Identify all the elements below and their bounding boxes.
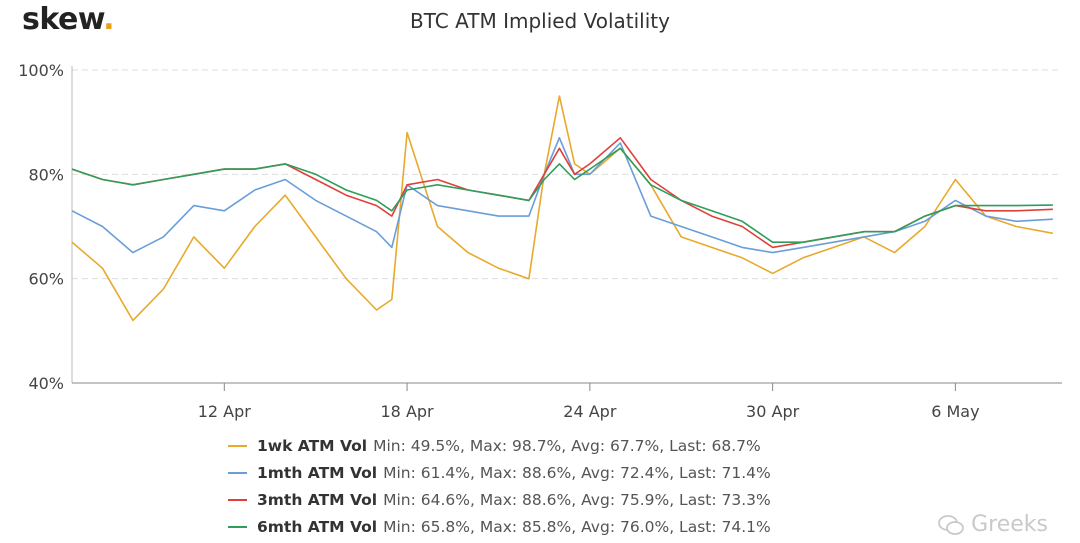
watermark-text: Greeks — [971, 512, 1048, 537]
x-tick-label: 30 Apr — [746, 402, 800, 421]
legend-swatch-6mth — [228, 525, 247, 528]
legend-label-6mth: 6mth ATM Vol — [257, 517, 378, 536]
legend-stats-6mth: Min: 65.8%, Max: 85.8%, Avg: 76.0%, Last… — [383, 517, 771, 536]
skew-logo: skew. — [22, 2, 115, 37]
series-line-1wk — [71, 95, 1054, 322]
y-tick-label: 80% — [28, 165, 64, 184]
x-tick-label: 24 Apr — [563, 402, 617, 421]
legend-label-3mth: 3mth ATM Vol — [257, 490, 378, 509]
legend-item-3mth[interactable]: 3mth ATM Vol Min: 64.6%, Max: 88.6%, Avg… — [228, 486, 771, 513]
x-tick-label: 18 Apr — [381, 402, 435, 421]
legend-swatch-1mth — [228, 471, 247, 474]
legend-label-1mth: 1mth ATM Vol — [257, 463, 378, 482]
legend-swatch-3mth — [228, 498, 247, 501]
legend-stats-1mth: Min: 61.4%, Max: 88.6%, Avg: 72.4%, Last… — [383, 463, 771, 482]
legend-swatch-1wk — [228, 444, 247, 447]
chart-title: BTC ATM Implied Volatility — [410, 9, 670, 33]
legend-item-1wk[interactable]: 1wk ATM Vol Min: 49.5%, Max: 98.7%, Avg:… — [228, 432, 771, 459]
legend-stats-3mth: Min: 64.6%, Max: 88.6%, Avg: 75.9%, Last… — [383, 490, 771, 509]
legend-label-1wk: 1wk ATM Vol — [257, 436, 368, 455]
series-line-1mth — [71, 137, 1053, 254]
y-tick-label: 40% — [28, 374, 64, 393]
y-tick-label: 60% — [28, 270, 64, 289]
x-tick-label: 12 Apr — [198, 402, 252, 421]
wechat-icon — [938, 514, 965, 535]
y-tick-label: 100% — [18, 61, 64, 80]
legend-stats-1wk: Min: 49.5%, Max: 98.7%, Avg: 67.7%, Last… — [373, 436, 761, 455]
series-line-6mth — [71, 147, 1053, 243]
logo-dot: . — [103, 2, 115, 37]
x-tick-label: 6 May — [931, 402, 979, 421]
legend-item-1mth[interactable]: 1mth ATM Vol Min: 61.4%, Max: 88.6%, Avg… — [228, 459, 771, 486]
chart-legend: 1wk ATM Vol Min: 49.5%, Max: 98.7%, Avg:… — [228, 432, 771, 540]
watermark: Greeks — [937, 512, 1048, 537]
logo-text: skew — [22, 2, 104, 37]
legend-item-6mth[interactable]: 6mth ATM Vol Min: 65.8%, Max: 85.8%, Avg… — [228, 513, 771, 540]
series-line-3mth — [71, 137, 1053, 249]
